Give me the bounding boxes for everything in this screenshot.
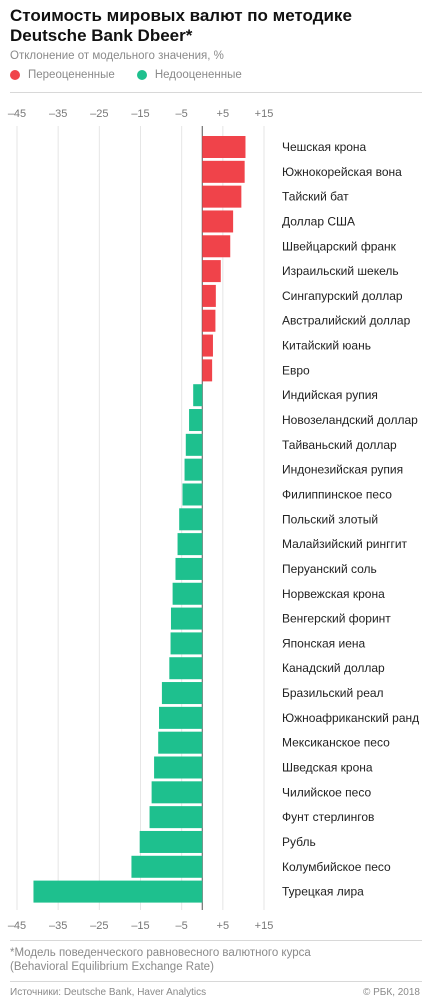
bar xyxy=(175,557,203,580)
category-label: Индонезийская рупия xyxy=(282,463,403,477)
bar xyxy=(131,855,203,878)
x-tick-label-bottom: +15 xyxy=(255,920,274,932)
bar xyxy=(158,731,203,754)
legend-overvalued-swatch xyxy=(10,70,20,80)
bar xyxy=(189,409,203,432)
bar xyxy=(139,830,203,853)
bar xyxy=(202,260,221,283)
footnote-line2: (Behavioral Equilibrium Exchange Rate) xyxy=(10,961,214,973)
copyright-text: © РБК, 2018 xyxy=(362,987,420,998)
x-tick-label-top: –5 xyxy=(176,108,188,120)
category-label: Новозеландский доллар xyxy=(282,413,418,427)
bar xyxy=(193,384,203,407)
bar xyxy=(202,160,245,183)
bar xyxy=(182,483,203,506)
category-label: Чилийское песо xyxy=(282,785,371,799)
chart-title: Стоимость мировых валют по методике Deut… xyxy=(10,6,425,46)
bar xyxy=(172,582,203,605)
bar xyxy=(202,359,213,382)
bar xyxy=(149,806,203,829)
category-label: Колумбийское песо xyxy=(282,860,391,874)
bar xyxy=(184,458,203,481)
category-label: Индийская рупия xyxy=(282,388,378,402)
bar xyxy=(179,508,203,531)
bar xyxy=(161,682,203,705)
bar xyxy=(169,657,203,680)
bar xyxy=(202,136,246,158)
category-label: Сингапурский доллар xyxy=(282,289,403,303)
x-tick-label-top: –35 xyxy=(49,108,67,120)
category-label: Мексиканское песо xyxy=(282,736,390,750)
category-label: Австралийский доллар xyxy=(282,314,411,328)
category-label: Японская иена xyxy=(282,636,365,650)
legend-overvalued-label: Переоцененные xyxy=(28,69,115,81)
category-label: Канадский доллар xyxy=(282,661,385,675)
category-label: Венгерский форинт xyxy=(282,612,391,626)
bar xyxy=(202,284,216,307)
category-label: Китайский юань xyxy=(282,339,371,353)
category-label: Тайваньский доллар xyxy=(282,438,397,452)
category-label: Евро xyxy=(282,363,310,377)
category-label: Швейцарский франк xyxy=(282,239,397,253)
bar xyxy=(159,706,203,729)
bar xyxy=(185,433,203,456)
footer-divider-top xyxy=(10,940,422,941)
category-label: Тайский бат xyxy=(282,190,349,204)
bar xyxy=(151,781,203,804)
category-label: Польский злотый xyxy=(282,512,378,526)
bar xyxy=(202,185,242,208)
chart-subtitle: Отклонение от модельного значения, % xyxy=(10,50,224,62)
category-label: Южноафриканский ранд xyxy=(282,711,419,725)
x-tick-label-bottom: –25 xyxy=(90,920,108,932)
bar xyxy=(33,880,203,903)
x-tick-label-bottom: –5 xyxy=(176,920,188,932)
chart-title-line1: Стоимость мировых валют по методике xyxy=(10,6,352,25)
bar xyxy=(202,334,213,357)
category-label: Филиппинское песо xyxy=(282,487,392,501)
header-divider xyxy=(10,92,422,93)
chart-title-line2: Deutsche Bank Dbeer* xyxy=(10,26,193,45)
bar xyxy=(202,235,231,258)
bar xyxy=(170,632,203,655)
category-label: Перуанский соль xyxy=(282,562,377,576)
legend: Переоцененные Недооцененные xyxy=(10,69,264,81)
footnote: *Модель поведенческого равновесного валю… xyxy=(10,946,425,974)
x-tick-label-bottom: –35 xyxy=(49,920,67,932)
x-tick-label-top: +15 xyxy=(255,108,274,120)
x-tick-label-bottom: +5 xyxy=(217,920,230,932)
legend-item-undervalued: Недооцененные xyxy=(136,69,242,81)
category-label: Шведская крона xyxy=(282,761,373,775)
bar-chart: –45 –45 –35 –35 –25 –25 –15 –15 –5 –5 +5 +5 +15 +15 Че… xyxy=(8,108,419,932)
legend-item-overvalued: Переоцененные xyxy=(10,69,115,81)
category-label: Фунт стерлингов xyxy=(282,810,374,824)
category-label: Израильский шекель xyxy=(282,264,399,278)
bar xyxy=(202,309,216,332)
bar xyxy=(177,533,203,556)
legend-undervalued-swatch xyxy=(136,70,147,80)
x-tick-label-top: +5 xyxy=(217,108,230,120)
x-tick-label-bottom: –15 xyxy=(131,920,149,932)
source-text: Источники: Deutsche Bank, Haver Analytic… xyxy=(10,987,207,998)
bar xyxy=(154,756,203,779)
category-label: Малайзийский ринггит xyxy=(282,537,408,551)
bar xyxy=(170,607,203,630)
category-label: Чешская крона xyxy=(282,140,367,154)
x-tick-label-bottom: –45 xyxy=(8,920,26,932)
category-label: Бразильский реал xyxy=(282,686,384,700)
bar xyxy=(202,210,234,233)
category-label: Турецкая лира xyxy=(282,885,364,899)
category-label: Южнокорейская вона xyxy=(282,165,402,179)
category-label: Доллар США xyxy=(282,214,355,228)
footnote-line1: *Модель поведенческого равновесного валю… xyxy=(10,947,311,959)
x-tick-label-top: –45 xyxy=(8,108,26,120)
x-tick-label-top: –25 xyxy=(90,108,108,120)
x-tick-label-top: –15 xyxy=(131,108,149,120)
category-label: Норвежская крона xyxy=(282,587,385,601)
category-label: Рубль xyxy=(282,835,316,849)
footer-divider-bottom xyxy=(10,981,422,982)
legend-undervalued-label: Недооцененные xyxy=(154,69,242,81)
